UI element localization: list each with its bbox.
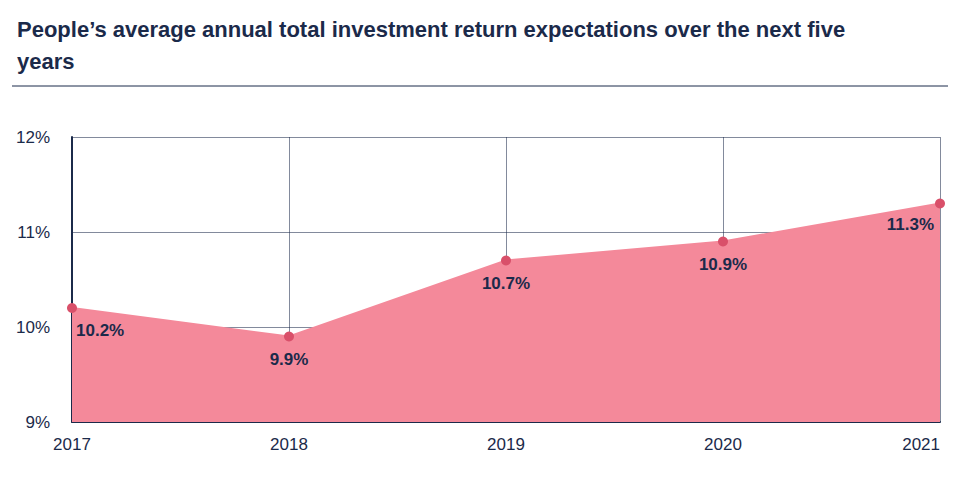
svg-text:9%: 9% — [25, 413, 50, 432]
svg-text:9.9%: 9.9% — [270, 350, 309, 369]
svg-text:10%: 10% — [16, 318, 50, 337]
svg-text:2018: 2018 — [270, 435, 308, 454]
svg-text:10.7%: 10.7% — [482, 274, 530, 293]
svg-text:2017: 2017 — [53, 435, 91, 454]
svg-text:2019: 2019 — [487, 435, 525, 454]
svg-text:10.9%: 10.9% — [699, 255, 747, 274]
svg-text:2021: 2021 — [902, 435, 940, 454]
svg-text:11%: 11% — [17, 223, 50, 242]
svg-text:12%: 12% — [16, 128, 50, 147]
svg-text:2020: 2020 — [704, 435, 742, 454]
svg-text:People’s average annual total: People’s average annual total investment… — [17, 17, 851, 42]
svg-text:10.2%: 10.2% — [76, 321, 124, 340]
svg-text:11.3%: 11.3% — [887, 215, 934, 234]
svg-text:years: years — [17, 49, 75, 74]
